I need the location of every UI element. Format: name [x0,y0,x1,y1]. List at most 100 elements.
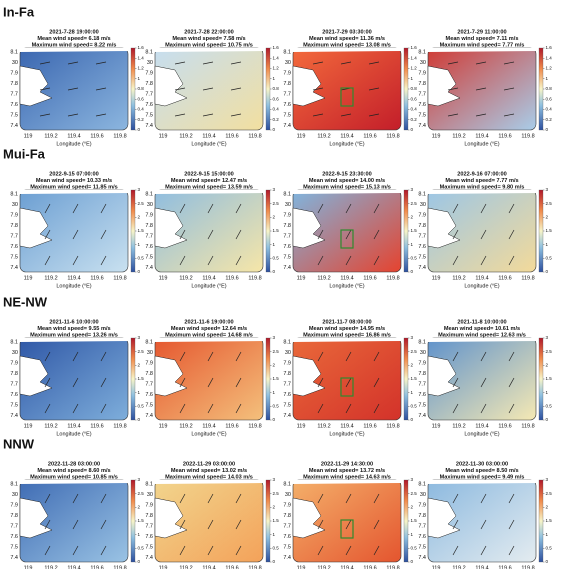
y-tick-label: 7.5 [10,112,18,118]
panel-title: Mean wind speed= 8.60 m/s [37,468,110,474]
wind-arrow [235,545,242,556]
y-tick-label: 7.6 [418,392,426,398]
wind-arrow [72,377,79,388]
colorbar-tick-label: 0.5 [273,404,280,409]
wind-arrow [317,229,324,240]
land [293,480,401,484]
wind-arrow [317,255,324,266]
x-tick-label: 119.4 [67,565,80,569]
y-tick-label: 7.4 [10,123,18,129]
wind-arrow [447,113,459,117]
y-tick-label: 7.5 [418,402,426,408]
wind-arrow [207,519,214,530]
y-tick-label: 7.4 [418,123,426,129]
wind-arrow [67,61,79,65]
colorbar-tick-label: 1 [546,242,549,247]
y-tick-label: 7.5 [145,402,153,408]
study-box [340,519,354,539]
x-tick-label: 119.6 [90,275,103,281]
y-tick-label: 7.6 [145,244,153,250]
wind-arrow [44,351,51,362]
x-tick-label: 119 [297,275,306,281]
x-tick-label: 119.4 [67,133,80,139]
x-tick-label: 119.8 [386,275,399,281]
wind-arrow [235,203,242,214]
wind-arrow [202,87,214,91]
colorbar [538,189,544,273]
y-tick-label: 7.5 [145,254,153,260]
y-tick-label: 30 [420,60,426,66]
y-tick-label: 8.1 [418,49,426,55]
y-tick-label: 7.8 [145,223,153,229]
colorbar-tick-label: 2 [138,215,141,220]
x-tick-label: 119.6 [90,133,103,139]
x-tick-label: 119.4 [475,133,488,139]
panel-title: Maximum wind speed= 13.08 m/s [303,42,391,48]
x-tick-label: 119.6 [90,423,103,429]
wind-arrow [503,113,515,117]
wind-arrow [452,519,459,530]
y-tick-label: 8.1 [145,191,153,197]
panel-title: Maximum wind speed= 12.63 m/s [438,332,526,338]
y-tick-label: 7.4 [283,413,291,419]
colorbar-tick-label: 1.5 [411,228,418,233]
colorbar-tick-label: 2 [273,363,276,368]
wind-arrow [72,493,79,504]
colorbar [403,47,409,131]
wind-arrow [179,203,186,214]
wind-arrow [317,403,324,414]
land [293,190,401,194]
x-tick-label: 119.6 [225,133,238,139]
colorbar-tick-label: 2.5 [138,349,145,354]
colorbar-tick-label: 3 [273,187,276,192]
colorbar-tick-label: 0 [273,559,276,564]
x-tick-label: 119 [297,133,306,139]
x-tick-label: 119.6 [225,275,238,281]
x-tick-label: 119.2 [44,275,57,281]
panel-title: 2021-7-28 22:00:00 [184,29,233,35]
y-tick-label: 7.9 [283,212,291,218]
colorbar-tick-label: 0.5 [273,256,280,261]
wind-arrow [72,403,79,414]
y-tick-label: 7.8 [145,371,153,377]
y-tick-label: 30 [12,60,18,66]
colorbar-tick-label: 2.5 [273,201,280,206]
colorbar-tick-label: 3 [546,335,549,340]
colorbar-tick-label: 0 [138,559,141,564]
y-tick-label: 7.7 [10,91,18,97]
x-tick-label: 119.8 [521,133,534,139]
colorbar-tick-label: 0.2 [546,117,553,122]
colorbar-tick-label: 2.5 [411,491,418,496]
y-tick-label: 8.1 [145,49,153,55]
wind-arrow [345,351,352,362]
colorbar-tick-label: 1.5 [411,518,418,523]
y-tick-label: 7.5 [418,544,426,550]
panel-title: Maximum wind speed= 13.59 m/s [165,184,253,190]
wind-arrow [179,377,186,388]
panel-title: Maximum wind speed= 14.03 m/s [165,474,253,480]
colorbar [538,47,544,131]
panel-title: Mean wind speed= 8.50 m/s [445,468,518,474]
wind-arrow [207,403,214,414]
colorbar [403,337,409,421]
x-tick-label: 119.2 [179,565,192,569]
wind-arrow [207,377,214,388]
y-tick-label: 7.4 [145,123,153,129]
x-tick-label: 119.4 [340,565,353,569]
x-tick-label: 119 [432,275,441,281]
wind-arrow [179,403,186,414]
y-tick-label: 7.9 [10,502,18,508]
x-tick-label: 119 [159,565,168,569]
wind-arrow [475,113,487,117]
x-tick-label: 119.2 [179,275,192,281]
x-axis-label: Longitude (°E) [56,283,91,289]
panel-title: Mean wind speed= 7.11 m/s [446,36,519,42]
colorbar-tick-label: 1.2 [546,66,553,71]
panel-title: 2022-11-30 03:00:00 [456,461,508,467]
colorbar-tick-label: 1.4 [546,55,553,60]
wind-arrow [480,545,487,556]
x-tick-label: 119.8 [113,423,126,429]
wind-arrow [508,255,515,266]
colorbar-tick-label: 1 [273,76,276,81]
x-tick-label: 119 [432,423,441,429]
